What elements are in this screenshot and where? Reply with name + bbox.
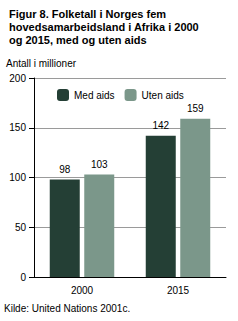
- svg-text:Med aids: Med aids: [74, 90, 115, 101]
- svg-text:98: 98: [59, 164, 71, 175]
- svg-text:og 2015, med og uten aids: og 2015, med og uten aids: [9, 34, 147, 46]
- svg-text:Antall i millioner: Antall i millioner: [6, 58, 77, 69]
- svg-text:Uten aids: Uten aids: [142, 90, 184, 101]
- svg-text:Kilde: United Nations 2001c.: Kilde: United Nations 2001c.: [4, 303, 130, 314]
- svg-text:100: 100: [9, 172, 26, 183]
- svg-text:159: 159: [187, 103, 204, 114]
- svg-text:103: 103: [91, 159, 108, 170]
- svg-text:2000: 2000: [71, 285, 94, 296]
- svg-text:0: 0: [20, 272, 26, 283]
- svg-text:Figur 8. Folketall i Norges fe: Figur 8. Folketall i Norges fem: [9, 8, 169, 20]
- svg-text:2015: 2015: [167, 285, 190, 296]
- svg-text:hovedsamarbeidsland i Afrika i: hovedsamarbeidsland i Afrika i 2000: [9, 21, 202, 33]
- svg-text:142: 142: [152, 120, 169, 131]
- svg-text:150: 150: [9, 122, 26, 133]
- svg-text:50: 50: [15, 222, 27, 233]
- svg-text:200: 200: [9, 73, 26, 84]
